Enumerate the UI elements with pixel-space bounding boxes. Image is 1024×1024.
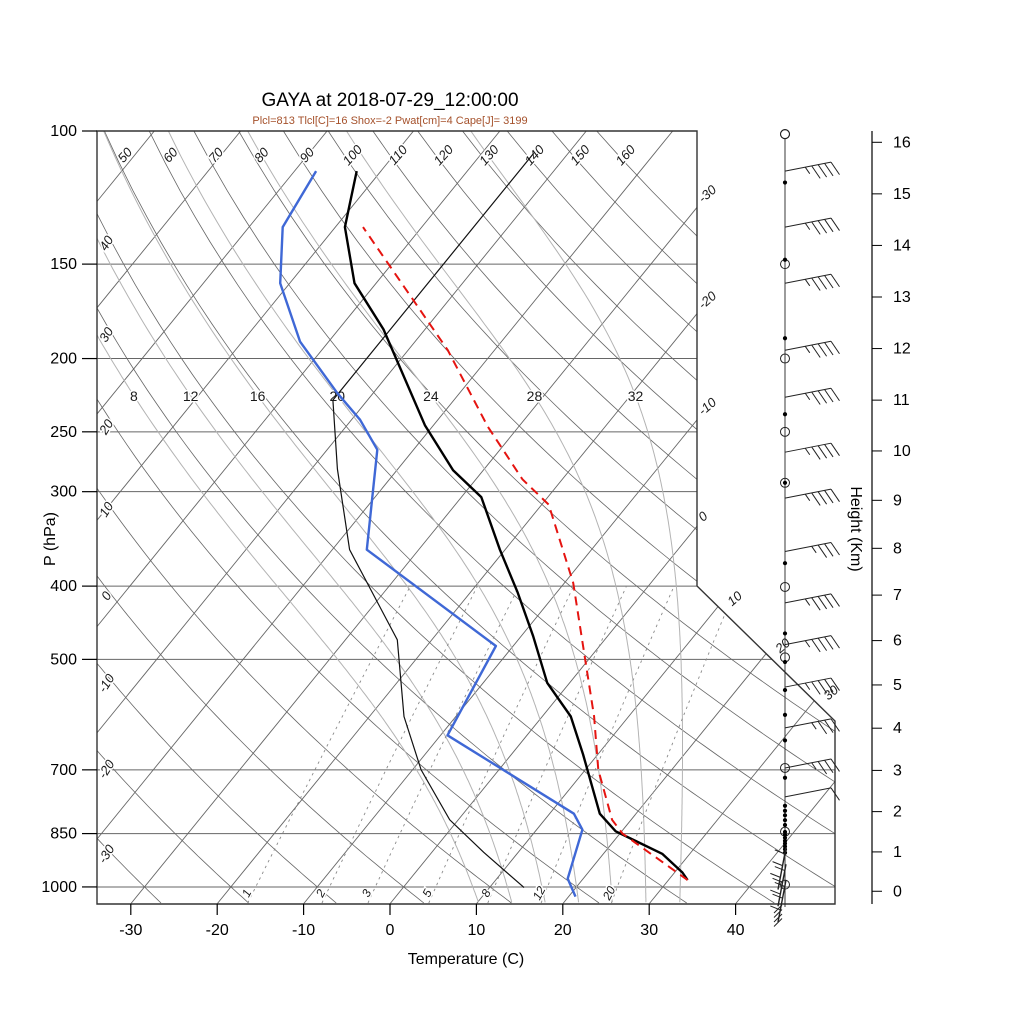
- svg-text:28: 28: [527, 388, 543, 404]
- svg-text:7: 7: [893, 587, 902, 604]
- page-title: GAYA at 2018-07-29_12:00:00: [261, 90, 519, 111]
- moist-adiabat-labels: 8 12 16 20 24 28 32: [128, 387, 644, 406]
- svg-text:32: 32: [628, 388, 644, 404]
- svg-text:5: 5: [893, 677, 902, 694]
- svg-text:3: 3: [359, 887, 375, 900]
- svg-text:20: 20: [554, 922, 572, 939]
- svg-text:0: 0: [386, 922, 395, 939]
- svg-text:130: 130: [476, 141, 502, 168]
- pressure-axis: 100 150 200 250 300 400 500 700 850 1000: [41, 123, 97, 896]
- svg-text:6: 6: [893, 633, 902, 650]
- svg-text:850: 850: [50, 826, 77, 843]
- svg-text:160: 160: [613, 141, 639, 168]
- dewpoint-curve: [279, 170, 584, 898]
- svg-text:-30: -30: [119, 922, 142, 939]
- svg-text:10: 10: [468, 922, 486, 939]
- parcel-curve: [362, 226, 689, 881]
- svg-text:5: 5: [419, 887, 435, 900]
- svg-text:30: 30: [820, 682, 841, 703]
- svg-text:2: 2: [312, 887, 328, 901]
- svg-text:1: 1: [893, 844, 902, 861]
- svg-text:30: 30: [96, 324, 117, 345]
- svg-text:2: 2: [893, 804, 902, 821]
- svg-text:1000: 1000: [41, 879, 77, 896]
- svg-text:-30: -30: [95, 841, 118, 866]
- svg-text:700: 700: [50, 762, 77, 779]
- svg-text:10: 10: [96, 499, 117, 520]
- svg-text:20: 20: [95, 416, 116, 438]
- svg-text:16: 16: [893, 134, 911, 151]
- height-axis-title: Height (Km): [847, 486, 864, 572]
- svg-text:-30: -30: [695, 181, 720, 205]
- svg-text:-10: -10: [695, 394, 720, 418]
- svg-text:110: 110: [385, 142, 411, 168]
- temperature-axis: -30 -20 -10 0 10 20 30 40: [119, 904, 745, 939]
- svg-text:250: 250: [50, 424, 77, 441]
- svg-text:-20: -20: [206, 922, 229, 939]
- svg-text:0: 0: [98, 588, 115, 603]
- svg-text:200: 200: [50, 351, 77, 368]
- svg-text:150: 150: [50, 256, 77, 273]
- svg-text:14: 14: [893, 237, 911, 254]
- svg-text:60: 60: [160, 144, 181, 165]
- svg-text:40: 40: [727, 922, 745, 939]
- svg-text:13: 13: [893, 289, 911, 306]
- svg-text:9: 9: [893, 492, 902, 509]
- svg-text:0: 0: [893, 883, 902, 900]
- svg-text:8: 8: [893, 540, 902, 557]
- svg-text:10: 10: [724, 588, 745, 609]
- svg-text:12: 12: [183, 388, 199, 404]
- svg-text:80: 80: [251, 144, 272, 165]
- svg-text:20: 20: [330, 388, 346, 404]
- svg-text:4: 4: [893, 720, 902, 737]
- svg-text:-20: -20: [95, 757, 118, 782]
- svg-text:100: 100: [339, 141, 365, 168]
- svg-text:500: 500: [50, 651, 77, 668]
- svg-text:15: 15: [893, 186, 911, 203]
- svg-text:1: 1: [239, 887, 255, 899]
- svg-text:-10: -10: [292, 922, 315, 939]
- sounding-indices-info: Plcl=813 Tlcl[C]=16 Shox=-2 Pwat[cm]=4 C…: [252, 115, 528, 127]
- svg-text:30: 30: [640, 922, 658, 939]
- svg-text:-10: -10: [95, 671, 118, 696]
- svg-text:40: 40: [96, 232, 117, 253]
- svg-text:300: 300: [50, 484, 77, 501]
- svg-text:150: 150: [567, 141, 593, 168]
- svg-text:120: 120: [431, 141, 457, 168]
- svg-text:90: 90: [296, 144, 317, 165]
- pressure-axis-title: P (hPa): [42, 512, 59, 566]
- svg-text:12: 12: [893, 341, 911, 358]
- svg-text:11: 11: [893, 392, 910, 409]
- svg-text:400: 400: [50, 578, 77, 595]
- svg-text:16: 16: [250, 388, 266, 404]
- plot-frame: [96, 130, 836, 905]
- svg-text:8: 8: [130, 388, 138, 404]
- svg-text:3: 3: [893, 762, 902, 779]
- svg-text:70: 70: [205, 144, 226, 165]
- wind-barb-column: [770, 129, 840, 927]
- svg-text:24: 24: [423, 388, 439, 404]
- temperature-curve: [343, 170, 689, 881]
- svg-text:100: 100: [50, 123, 77, 140]
- aux-profile-line: [332, 152, 535, 889]
- svg-text:-20: -20: [695, 288, 720, 312]
- temperature-axis-title: Temperature (C): [407, 951, 525, 968]
- svg-text:10: 10: [893, 443, 911, 460]
- background-grid: [97, 131, 835, 904]
